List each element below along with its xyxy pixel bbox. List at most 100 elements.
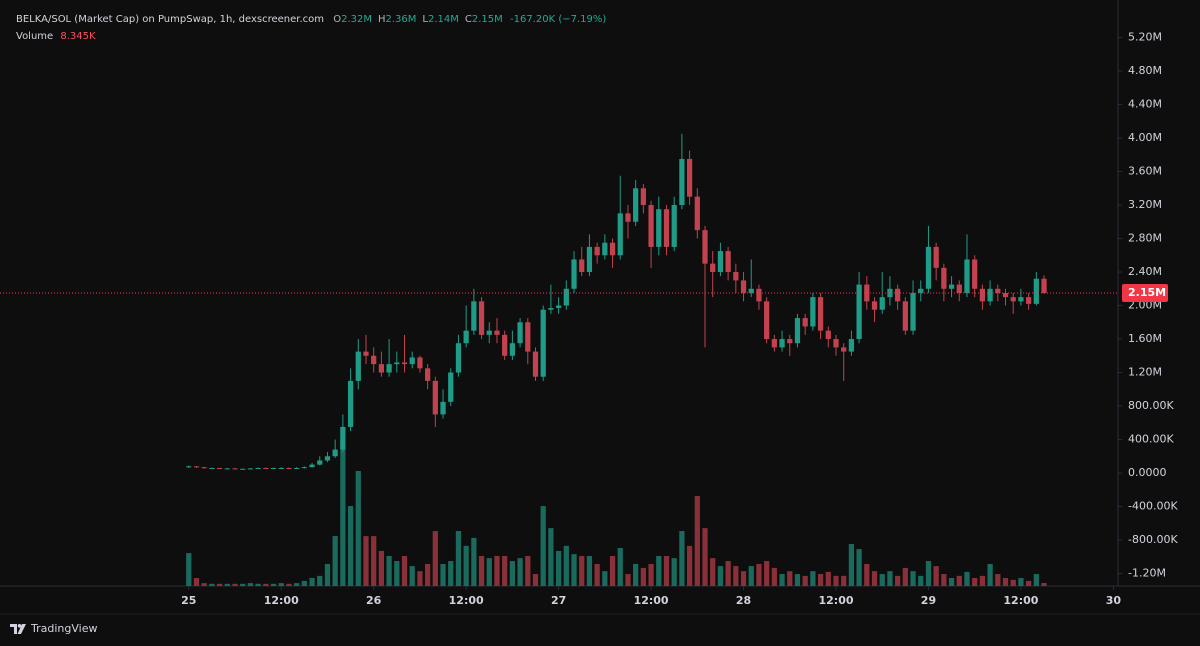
- volume-bar: [209, 583, 215, 586]
- y-tick-label: -800.00K: [1128, 533, 1178, 546]
- volume-bar: [810, 571, 816, 586]
- candle-body: [1018, 297, 1024, 302]
- candle-body: [756, 288, 762, 302]
- candle-body: [563, 288, 569, 306]
- volume-bar: [440, 563, 446, 586]
- candle-body: [740, 280, 747, 293]
- volume-bar: [286, 583, 292, 586]
- candle-body: [771, 339, 777, 348]
- volume-bar: [301, 580, 307, 586]
- volume-bar: [525, 555, 531, 586]
- last-price-label: 2.15M: [1128, 286, 1166, 299]
- volume-bar: [833, 575, 839, 586]
- volume-bar: [409, 566, 415, 586]
- y-tick-label: 3.20M: [1128, 198, 1162, 211]
- brand: TradingView: [31, 622, 98, 635]
- x-tick-label: 25: [181, 594, 196, 607]
- volume-bar: [471, 537, 477, 586]
- volume-bar: [717, 566, 724, 586]
- volume-legend: Volume 8.345K: [16, 31, 96, 42]
- change: -167.20K (−7.19%): [509, 14, 607, 25]
- candle-body: [386, 364, 392, 373]
- volume-bar: [532, 574, 539, 586]
- candle-body: [856, 284, 862, 340]
- candle-body: [548, 308, 554, 310]
- candle-body: [579, 259, 585, 273]
- volume-bar: [263, 583, 269, 586]
- volume-bar: [509, 561, 516, 586]
- candle-body: [247, 468, 254, 470]
- volume-bar: [879, 574, 885, 586]
- volume-bar: [255, 583, 261, 586]
- candle-body: [764, 301, 770, 340]
- candle-body: [933, 246, 939, 268]
- candle-body: [848, 339, 855, 352]
- volume-bar: [987, 563, 993, 586]
- volume-bar: [463, 545, 469, 586]
- volume-bar: [1010, 579, 1016, 586]
- volume-bar: [247, 583, 254, 586]
- y-tick-label: 1.60M: [1128, 332, 1162, 345]
- volume-bar: [825, 571, 831, 586]
- volume-bar: [332, 536, 338, 586]
- volume-bar: [764, 561, 770, 586]
- candle-body: [494, 330, 500, 335]
- volume-bar: [1018, 578, 1024, 586]
- volume-bar: [787, 571, 793, 586]
- candle-body: [532, 351, 539, 377]
- candle-body: [232, 468, 238, 470]
- candle-body: [409, 357, 415, 365]
- volume-bar: [979, 575, 986, 586]
- y-tick-label: 4.00M: [1128, 131, 1162, 144]
- volume-bar: [702, 528, 708, 586]
- volume-bar: [740, 571, 747, 586]
- legend-line: BELKA/SOL (Market Cap) on PumpSwap, 1h, …: [16, 14, 606, 25]
- candle-body: [355, 351, 361, 381]
- candle-body: [987, 288, 993, 302]
- volume-bar: [895, 575, 901, 586]
- candle-body: [964, 259, 970, 293]
- volume-bar: [347, 506, 354, 586]
- volume-bar: [671, 558, 677, 586]
- candle-body: [378, 364, 385, 373]
- candle-body: [879, 297, 885, 310]
- y-tick-label: 5.20M: [1128, 31, 1162, 44]
- volume-bar: [363, 536, 369, 586]
- volume-bar: [448, 561, 454, 586]
- candle-body: [918, 288, 924, 293]
- volume-bar: [278, 583, 284, 586]
- volume-bar: [609, 555, 616, 586]
- candle-body: [702, 230, 708, 264]
- volume-bar: [802, 575, 808, 586]
- candle-body: [733, 272, 739, 281]
- ohlc-value: 2.14M: [428, 14, 459, 25]
- volume-bar: [941, 574, 947, 586]
- volume-bar: [918, 575, 924, 586]
- candle-body: [517, 322, 523, 344]
- candle-body: [979, 288, 986, 302]
- ohlc-value: 2.36M: [385, 14, 417, 25]
- y-tick-label: 2.80M: [1128, 232, 1162, 245]
- volume-bar: [502, 555, 508, 586]
- chart-title: BELKA/SOL (Market Cap) on PumpSwap, 1h, …: [16, 14, 325, 25]
- candle-body: [209, 467, 215, 469]
- volume-bar: [586, 555, 593, 586]
- volume-value: 8.345K: [60, 31, 96, 42]
- candle-body: [902, 301, 908, 331]
- candle-body: [301, 467, 307, 469]
- candle-body: [694, 196, 700, 231]
- candle-body: [193, 466, 200, 468]
- volume-bar: [309, 578, 315, 586]
- candle-body: [640, 188, 646, 206]
- candle-body: [502, 334, 508, 356]
- candle-body: [787, 339, 793, 344]
- volume-bar: [224, 583, 230, 586]
- candle-body: [1026, 297, 1032, 304]
- y-tick-label: 2.40M: [1128, 265, 1162, 278]
- volume-bar: [871, 571, 878, 586]
- volume-bar: [995, 574, 1001, 586]
- candle-body: [324, 456, 331, 461]
- candle-body: [810, 297, 816, 327]
- volume-bar: [902, 567, 908, 586]
- candle-body: [864, 284, 870, 302]
